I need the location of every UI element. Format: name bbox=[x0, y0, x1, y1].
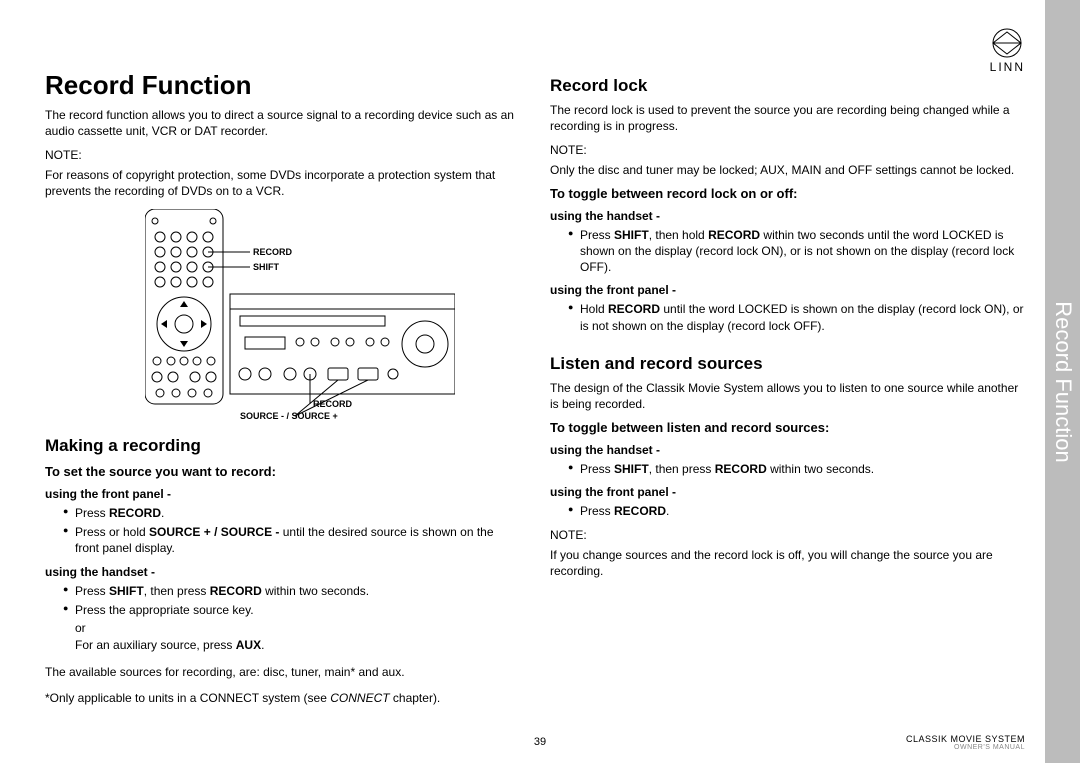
making-front-list: Press RECORD. Press or hold SOURCE + / S… bbox=[45, 505, 520, 557]
listen-toggle-label: To toggle between listen and record sour… bbox=[550, 420, 1025, 435]
brand-logo: LINN bbox=[990, 28, 1025, 74]
listen-front-list: Press RECORD. bbox=[550, 503, 1025, 519]
making-handset-label: using the handset - bbox=[45, 565, 520, 579]
lock-toggle-label: To toggle between record lock on or off: bbox=[550, 186, 1025, 201]
side-tab-label: Record Function bbox=[1050, 301, 1076, 462]
aux-text: For an auxiliary source, press AUX. bbox=[45, 638, 520, 652]
note-text: For reasons of copyright protection, som… bbox=[45, 167, 520, 199]
note-label: NOTE: bbox=[45, 147, 520, 163]
device-diagram: RECORD SHIFT bbox=[145, 209, 520, 424]
lock-front-list: Hold RECORD until the word LOCKED is sho… bbox=[550, 301, 1025, 333]
right-column: Record lock The record lock is used to p… bbox=[550, 70, 1025, 709]
lock-front-label: using the front panel - bbox=[550, 283, 1025, 297]
lock-intro: The record lock is used to prevent the s… bbox=[550, 102, 1025, 134]
making-front-label: using the front panel - bbox=[45, 487, 520, 501]
lock-handset-list: Press SHIFT, then hold RECORD within two… bbox=[550, 227, 1025, 276]
list-item: Press the appropriate source key. bbox=[63, 602, 520, 618]
lock-heading: Record lock bbox=[550, 76, 1025, 96]
list-item: Press RECORD. bbox=[568, 503, 1025, 519]
side-tab: Record Function bbox=[1045, 0, 1080, 763]
listen-intro: The design of the Classik Movie System a… bbox=[550, 380, 1025, 412]
list-item: Hold RECORD until the word LOCKED is sho… bbox=[568, 301, 1025, 333]
lock-note-label: NOTE: bbox=[550, 142, 1025, 158]
linn-logo-icon bbox=[992, 28, 1022, 58]
manual-page: Record Function LINN Record Function The… bbox=[0, 0, 1080, 763]
listen-handset-label: using the handset - bbox=[550, 443, 1025, 457]
diagram-label-shift: SHIFT bbox=[253, 262, 280, 272]
list-item: Press RECORD. bbox=[63, 505, 520, 521]
footnote: *Only applicable to units in a CONNECT s… bbox=[45, 690, 520, 706]
listen-front-label: using the front panel - bbox=[550, 485, 1025, 499]
making-sub1: To set the source you want to record: bbox=[45, 464, 520, 479]
diagram-label-record-top: RECORD bbox=[253, 247, 293, 257]
list-item: Press SHIFT, then press RECORD within tw… bbox=[63, 583, 520, 599]
page-number: 39 bbox=[534, 736, 546, 748]
footer-subtitle: OWNER'S MANUAL bbox=[906, 744, 1025, 751]
listen-handset-list: Press SHIFT, then press RECORD within tw… bbox=[550, 461, 1025, 477]
left-column: Record Function The record function allo… bbox=[45, 70, 520, 709]
available-sources: The available sources for recording, are… bbox=[45, 664, 520, 680]
listen-note-label: NOTE: bbox=[550, 527, 1025, 543]
intro-text: The record function allows you to direct… bbox=[45, 107, 520, 139]
list-item: Press SHIFT, then hold RECORD within two… bbox=[568, 227, 1025, 276]
content-columns: Record Function The record function allo… bbox=[0, 0, 1080, 709]
making-heading: Making a recording bbox=[45, 436, 520, 456]
listen-heading: Listen and record sources bbox=[550, 354, 1025, 374]
footer-title: CLASSIK MOVIE SYSTEM bbox=[906, 734, 1025, 744]
page-title: Record Function bbox=[45, 70, 520, 101]
footer-right: CLASSIK MOVIE SYSTEM OWNER'S MANUAL bbox=[906, 734, 1025, 751]
diagram-svg: RECORD SHIFT bbox=[145, 209, 455, 419]
list-item: Press or hold SOURCE + / SOURCE - until … bbox=[63, 524, 520, 556]
making-handset-list: Press SHIFT, then press RECORD within tw… bbox=[45, 583, 520, 618]
listen-note: If you change sources and the record loc… bbox=[550, 547, 1025, 579]
diagram-label-source: SOURCE - / SOURCE + bbox=[240, 411, 338, 419]
list-item: Press SHIFT, then press RECORD within tw… bbox=[568, 461, 1025, 477]
lock-handset-label: using the handset - bbox=[550, 209, 1025, 223]
brand-name: LINN bbox=[990, 60, 1025, 74]
or-text: or bbox=[45, 621, 520, 635]
lock-note: Only the disc and tuner may be locked; A… bbox=[550, 162, 1025, 178]
